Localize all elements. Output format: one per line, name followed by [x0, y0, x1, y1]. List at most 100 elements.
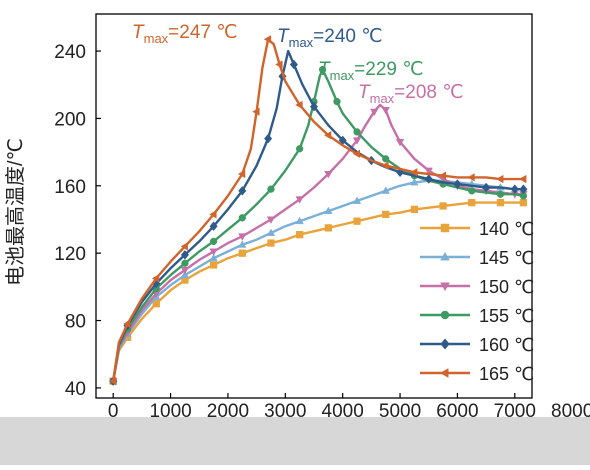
- data-point: [266, 228, 276, 236]
- data-point: [496, 190, 505, 198]
- legend-marker: [440, 310, 450, 320]
- data-point: [519, 184, 528, 194]
- data-point: [468, 198, 476, 207]
- y-axis-label: 电池最高温度/℃: [4, 138, 27, 286]
- legend-label: 155 ℃: [479, 306, 534, 326]
- x-tick-label: 2000: [207, 401, 249, 422]
- data-point: [209, 221, 218, 232]
- x-tick-label: 5000: [379, 401, 421, 422]
- data-point: [267, 185, 275, 193]
- series-line: [112, 103, 524, 382]
- data-point: [453, 179, 462, 189]
- data-point: [519, 198, 528, 207]
- x-tick-label: 3000: [264, 401, 306, 422]
- data-point: [209, 253, 218, 262]
- x-tick-label: 0: [108, 401, 119, 422]
- data-point: [264, 133, 273, 144]
- peak-annotation: Tmax=247 ℃: [132, 22, 238, 46]
- data-point: [381, 186, 390, 194]
- data-point: [108, 376, 117, 386]
- x-tick-label: 1000: [149, 401, 191, 422]
- data-point: [295, 100, 303, 110]
- legend-entry: 145 ℃: [420, 248, 534, 268]
- data-point: [424, 174, 433, 184]
- data-point: [295, 216, 304, 225]
- y-tick-label: 80: [65, 312, 86, 333]
- legend-label: 145 ℃: [479, 248, 534, 268]
- data-point: [123, 319, 131, 329]
- data-point: [324, 224, 332, 232]
- data-point: [209, 237, 218, 246]
- data-point: [352, 137, 362, 145]
- legend-marker: [439, 368, 449, 378]
- x-tick-label: 6000: [436, 401, 478, 422]
- data-point: [324, 206, 333, 215]
- legend-label: 160 ℃: [479, 335, 534, 355]
- data-point: [438, 171, 447, 180]
- y-tick-label: 160: [54, 177, 86, 198]
- data-point: [324, 171, 333, 179]
- data-point: [296, 230, 304, 239]
- data-point: [510, 184, 519, 194]
- data-point: [180, 267, 190, 275]
- series-line: [112, 201, 524, 382]
- data-point: [296, 145, 304, 153]
- x-tick-label: 7000: [494, 401, 536, 422]
- data-point: [409, 168, 418, 177]
- data-point: [496, 198, 505, 207]
- data-point: [238, 233, 247, 241]
- data-point: [353, 217, 361, 225]
- data-point: [370, 108, 379, 117]
- y-tick-label: 240: [54, 42, 86, 63]
- y-tick-label: 200: [54, 109, 86, 130]
- data-point: [209, 248, 218, 256]
- data-point: [395, 139, 405, 147]
- data-point: [318, 65, 327, 74]
- data-point: [309, 101, 319, 112]
- series-line: [112, 179, 524, 382]
- data-point: [181, 259, 189, 267]
- data-point: [353, 128, 361, 136]
- series-5: [109, 49, 528, 386]
- legend-label: 140 ℃: [479, 219, 534, 239]
- data-point: [209, 210, 217, 219]
- data-point: [180, 250, 189, 260]
- data-point: [238, 249, 246, 257]
- data-point: [152, 300, 160, 308]
- bottom-gray-band: [0, 417, 590, 465]
- data-point: [424, 167, 433, 176]
- peak-annotation: Tmax=208 ℃: [358, 82, 464, 106]
- data-point: [382, 155, 390, 163]
- legend-marker: [440, 338, 450, 350]
- data-point: [410, 178, 419, 186]
- legend-entry: 155 ℃: [420, 306, 534, 326]
- data-point: [289, 59, 298, 70]
- data-point: [263, 35, 272, 44]
- series-6: [108, 35, 527, 386]
- legend-entry: 150 ℃: [420, 277, 534, 297]
- legend-entry: 140 ℃: [420, 219, 534, 239]
- legend-label: 150 ℃: [479, 277, 534, 297]
- data-point: [381, 161, 389, 170]
- data-point: [333, 97, 341, 106]
- x-tick-label: 8000: [551, 401, 590, 422]
- data-point: [410, 205, 419, 214]
- legend-entry: 165 ℃: [420, 364, 534, 384]
- data-point: [439, 202, 447, 210]
- legend-label: 165 ℃: [479, 364, 534, 384]
- data-point: [295, 196, 304, 204]
- data-point: [382, 210, 390, 219]
- data-point: [323, 131, 332, 140]
- legend-marker: [440, 223, 450, 233]
- data-point: [496, 174, 504, 184]
- data-point: [238, 240, 247, 248]
- data-point: [151, 274, 160, 283]
- series-line: [112, 38, 524, 382]
- series-line: [112, 49, 524, 382]
- data-point: [252, 107, 260, 116]
- plot-frame: [95, 13, 533, 399]
- peak-annotation: Tmax=240 ℃: [277, 26, 383, 50]
- legend-marker: [440, 251, 450, 261]
